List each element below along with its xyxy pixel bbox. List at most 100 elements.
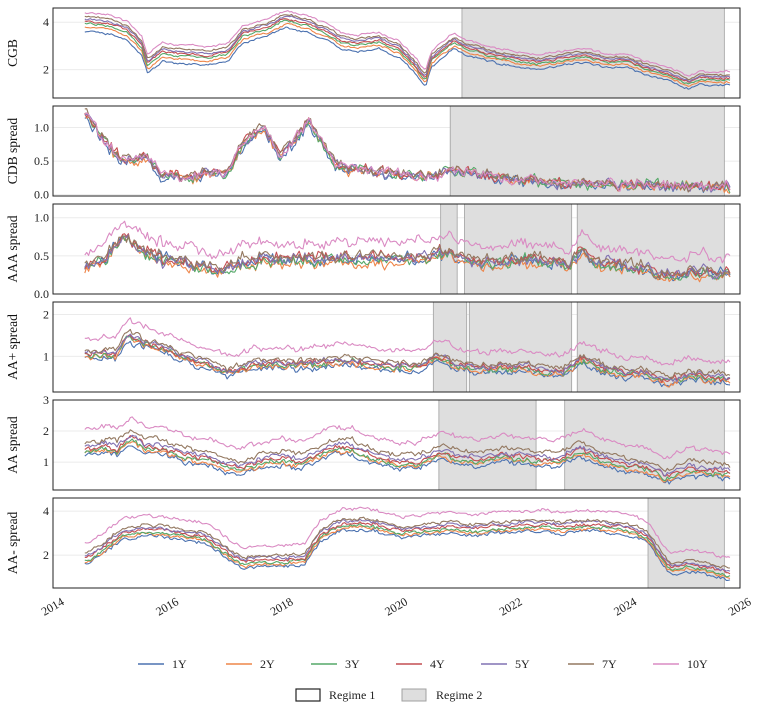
x-axis: 2014 2016 2018 2020 2022 2024 2026 bbox=[39, 594, 754, 618]
panel-frame bbox=[52, 7, 741, 99]
series-line-5y bbox=[84, 518, 731, 572]
panel-frame bbox=[52, 497, 741, 589]
y-tick-label: 1 bbox=[43, 349, 49, 363]
legend-regime-2: Regime 2 bbox=[401, 688, 482, 702]
panel-1: 2 4 CGB bbox=[5, 7, 741, 99]
panel-ylabel: AA- spread bbox=[5, 511, 20, 574]
regime2-band bbox=[432, 301, 468, 393]
regime2-band bbox=[647, 497, 725, 589]
x-tick-label: 2016 bbox=[153, 594, 181, 618]
series-lines bbox=[84, 108, 731, 194]
series-line-4y bbox=[84, 18, 731, 83]
panel-frame bbox=[52, 203, 741, 295]
series-line-3y bbox=[84, 19, 731, 85]
legend-label: 7Y bbox=[602, 657, 617, 671]
series-line-1y bbox=[84, 26, 731, 90]
y-tick-label: 0.5 bbox=[34, 249, 49, 263]
legend-label: 5Y bbox=[515, 657, 530, 671]
series-line-10y bbox=[84, 10, 731, 77]
y-tick-label: 1 bbox=[43, 455, 49, 469]
series-line-7y bbox=[84, 429, 731, 472]
series-line-10y bbox=[84, 506, 731, 559]
series-line-4y bbox=[84, 334, 731, 383]
series-line-7y bbox=[84, 13, 731, 81]
panel-frame bbox=[52, 301, 741, 393]
y-tick-label: 2 bbox=[43, 424, 49, 438]
legend-swatch bbox=[295, 688, 321, 702]
panel-6: 2 4 AA- spread bbox=[5, 497, 741, 589]
series-line-7y bbox=[84, 328, 731, 379]
panel-ylabel: CGB bbox=[5, 39, 20, 67]
panel-ylabel: AA spread bbox=[5, 416, 20, 474]
series-lines bbox=[84, 10, 731, 90]
series-line-10y bbox=[84, 317, 731, 366]
x-tick-label: 2020 bbox=[382, 594, 410, 618]
series-line-3y bbox=[84, 438, 731, 482]
series-line-1y bbox=[84, 528, 731, 581]
y-tick-label: 0.5 bbox=[34, 154, 49, 168]
panel-ylabel: AA+ spread bbox=[5, 314, 20, 380]
series-line-5y bbox=[84, 15, 731, 82]
panel-frame bbox=[52, 105, 741, 197]
panel-ylabel: AAA spread bbox=[5, 215, 20, 282]
legend-label: 3Y bbox=[345, 657, 360, 671]
series-line-10y bbox=[84, 220, 731, 264]
regime2-band bbox=[468, 301, 573, 393]
y-tick-label: 1.0 bbox=[34, 120, 49, 134]
y-tick-label: 4 bbox=[43, 15, 49, 29]
y-tick-label: 2 bbox=[43, 548, 49, 562]
legend-item-10y: 10Y bbox=[653, 657, 708, 671]
legend-label: 2Y bbox=[260, 657, 275, 671]
y-tick-label: 2 bbox=[43, 308, 49, 322]
panel-3: 0.0 0.5 1.0 AAA spread bbox=[5, 203, 741, 301]
series-line-2y bbox=[84, 22, 731, 87]
y-tick-label: 0.0 bbox=[34, 188, 49, 202]
legend-item-2y: 2Y bbox=[226, 657, 275, 671]
y-tick-label: 1.0 bbox=[34, 211, 49, 225]
legend-label: 4Y bbox=[430, 657, 445, 671]
legend-item-4y: 4Y bbox=[396, 657, 445, 671]
series-line-7y bbox=[84, 235, 731, 280]
series-lines bbox=[84, 220, 731, 283]
x-tick-label: 2026 bbox=[726, 594, 754, 618]
series-line-5y bbox=[84, 434, 731, 477]
panel-ylabel: CDB spread bbox=[5, 118, 20, 185]
legend-regime-1: Regime 1 bbox=[295, 688, 375, 702]
series-lines bbox=[84, 506, 731, 581]
legend: 1Y 2Y 3Y 4Y 5Y 7Y 10Y Regime 1 Regime 2 bbox=[138, 657, 708, 702]
series-lines bbox=[84, 317, 731, 388]
legend-item-5y: 5Y bbox=[481, 657, 530, 671]
series-line-10y bbox=[84, 112, 731, 192]
regime2-band bbox=[464, 203, 573, 295]
legend-swatch bbox=[401, 688, 427, 702]
series-line-4y bbox=[84, 435, 731, 478]
y-tick-label: 2 bbox=[43, 63, 49, 77]
y-tick-label: 3 bbox=[43, 393, 49, 407]
legend-item-7y: 7Y bbox=[568, 657, 617, 671]
panel-5: 1 2 3 AA spread bbox=[5, 393, 741, 491]
series-line-7y bbox=[84, 516, 731, 569]
panel-2: 0.0 0.5 1.0 CDB spread bbox=[5, 105, 741, 202]
series-line-2y bbox=[84, 525, 731, 580]
legend-label: Regime 1 bbox=[329, 688, 375, 702]
legend-item-1y: 1Y bbox=[138, 657, 187, 671]
x-tick-label: 2024 bbox=[611, 594, 639, 618]
series-line-1y bbox=[84, 445, 731, 485]
series-line-3y bbox=[84, 523, 731, 578]
series-line-10y bbox=[84, 416, 731, 460]
regime2-band bbox=[564, 399, 725, 491]
legend-label: 10Y bbox=[687, 657, 708, 671]
y-tick-label: 0.0 bbox=[34, 287, 49, 301]
panel-frame bbox=[52, 399, 741, 491]
regime2-band bbox=[438, 399, 537, 491]
series-line-5y bbox=[84, 333, 731, 383]
x-tick-label: 2022 bbox=[497, 594, 525, 618]
panel-4: 1 2 AA+ spread bbox=[5, 301, 741, 393]
legend-label: 1Y bbox=[172, 657, 187, 671]
legend-label: Regime 2 bbox=[436, 688, 482, 702]
x-tick-label: 2014 bbox=[39, 594, 67, 618]
y-tick-label: 4 bbox=[43, 504, 49, 518]
x-tick-label: 2018 bbox=[268, 594, 296, 618]
legend-item-3y: 3Y bbox=[311, 657, 360, 671]
